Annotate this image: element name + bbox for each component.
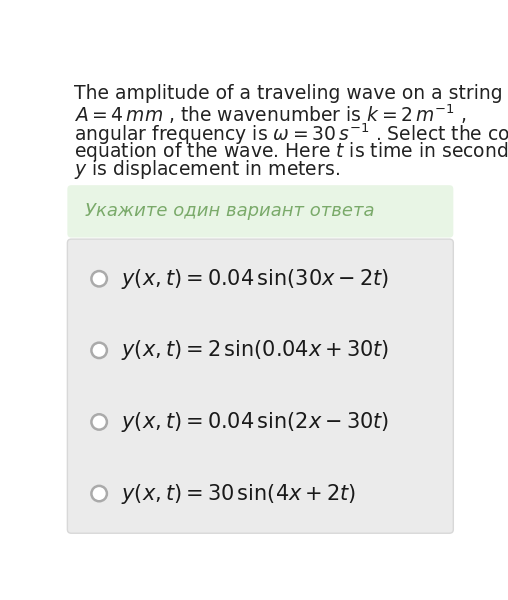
Text: The amplitude of a traveling wave on a string is: The amplitude of a traveling wave on a s… bbox=[74, 85, 508, 103]
FancyBboxPatch shape bbox=[68, 185, 453, 238]
Text: Укажите один вариант ответа: Укажите один вариант ответа bbox=[85, 202, 375, 220]
Circle shape bbox=[91, 271, 107, 286]
Text: $y(x, t) = 0.04\,\mathrm{sin}(30x - 2t)$: $y(x, t) = 0.04\,\mathrm{sin}(30x - 2t)$ bbox=[121, 267, 389, 291]
Circle shape bbox=[91, 486, 107, 501]
Text: angular frequency is $\omega = 30\,s^{-1}$ . Select the correct: angular frequency is $\omega = 30\,s^{-1… bbox=[74, 121, 508, 147]
Text: $y$ is displacement in meters.: $y$ is displacement in meters. bbox=[74, 158, 340, 181]
FancyBboxPatch shape bbox=[68, 239, 453, 533]
Text: $A = 4\,mm$ , the wavenumber is $k = 2\,m^{-1}$ ,: $A = 4\,mm$ , the wavenumber is $k = 2\,… bbox=[74, 103, 467, 127]
Circle shape bbox=[91, 414, 107, 430]
Circle shape bbox=[91, 343, 107, 358]
Text: $y(x, t) = 2\,\mathrm{sin}(0.04x + 30t)$: $y(x, t) = 2\,\mathrm{sin}(0.04x + 30t)$ bbox=[121, 338, 389, 362]
Text: $y(x, t) = 30\,\mathrm{sin}(4x + 2t)$: $y(x, t) = 30\,\mathrm{sin}(4x + 2t)$ bbox=[121, 482, 356, 506]
Text: equation of the wave. Here $t$ is time in seconds and: equation of the wave. Here $t$ is time i… bbox=[74, 140, 508, 163]
Text: $y(x, t) = 0.04\,\mathrm{sin}(2x - 30t)$: $y(x, t) = 0.04\,\mathrm{sin}(2x - 30t)$ bbox=[121, 410, 389, 434]
